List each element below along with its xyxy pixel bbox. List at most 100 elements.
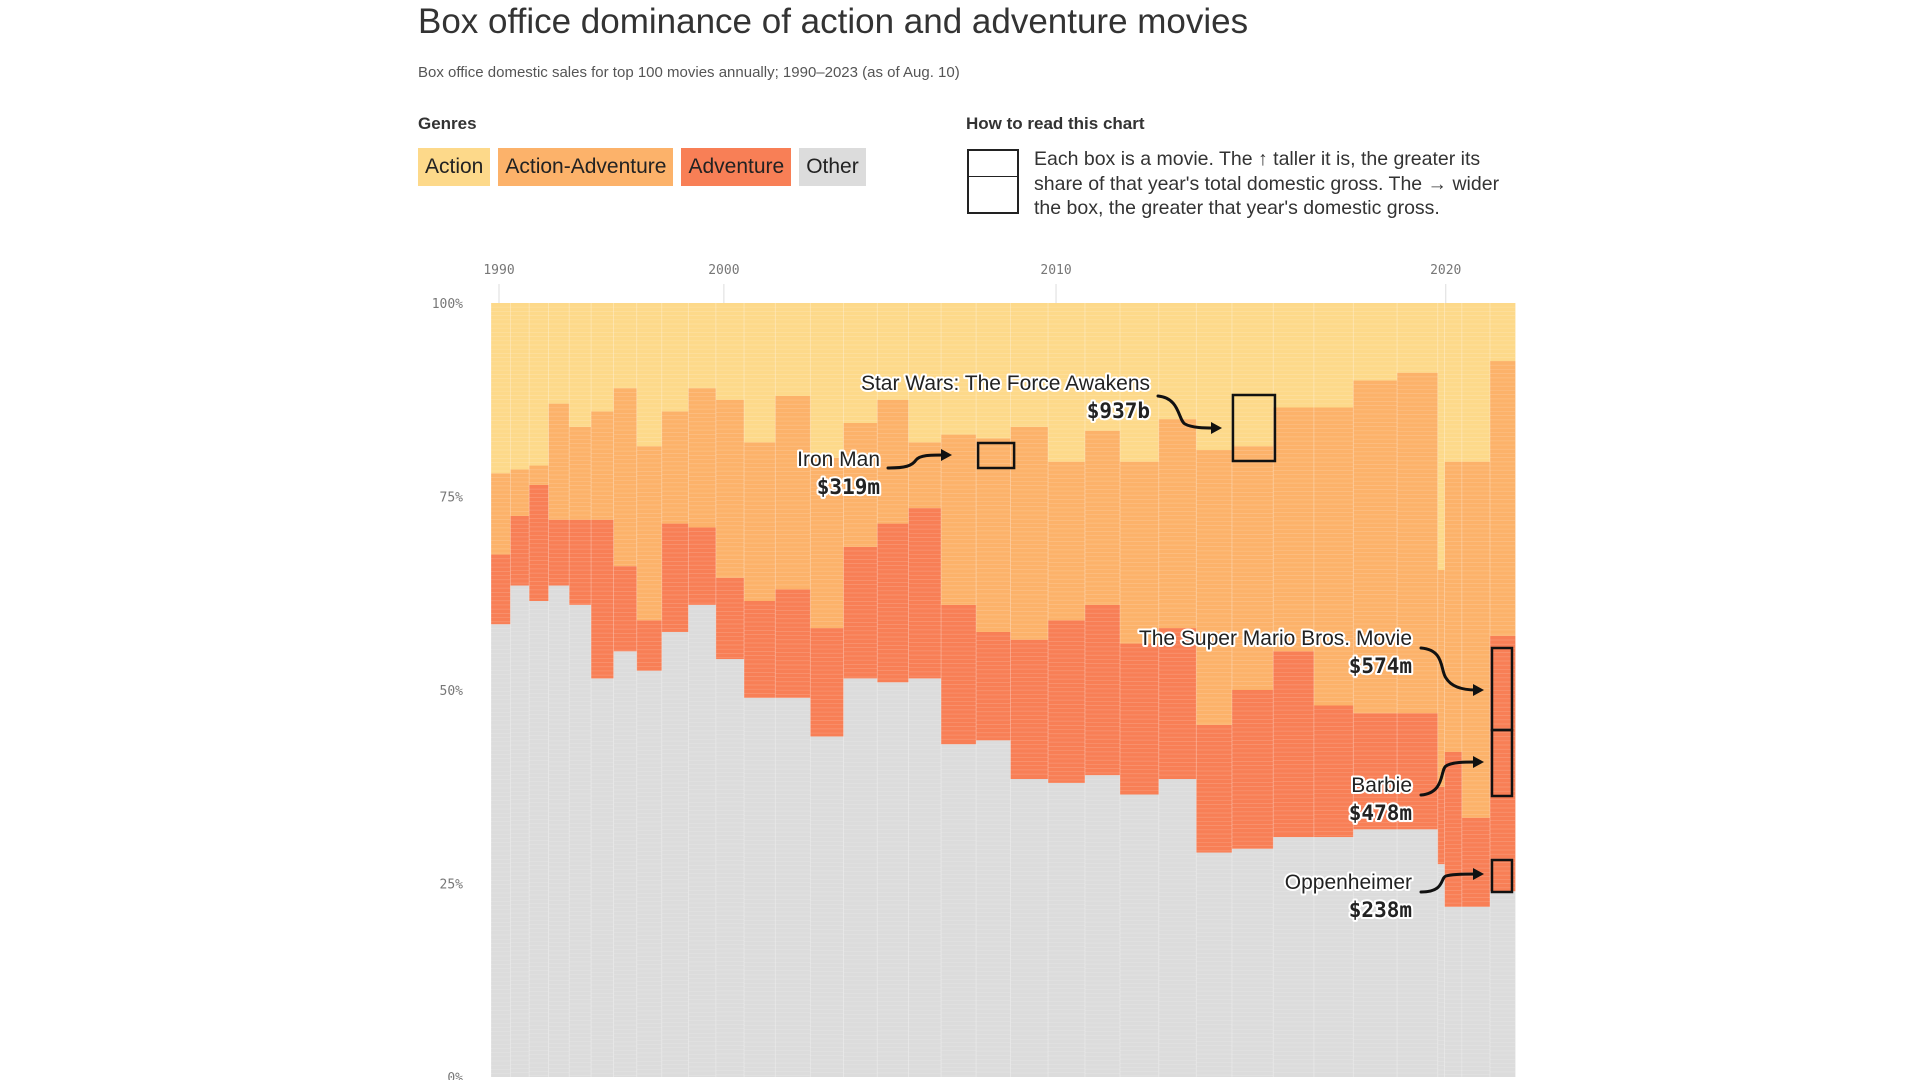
y-tick-label-0: 0% (447, 1071, 463, 1080)
x-tick-label-2020: 2020 (1430, 263, 1461, 278)
bar-2000-action (715, 303, 745, 400)
bar-2000-adventure (715, 577, 745, 660)
bar-2001-adventure (744, 600, 776, 698)
bar-1998-action (661, 303, 689, 412)
bar-2015-action-adventure (1231, 446, 1274, 690)
bar-2002-adventure (775, 589, 811, 698)
bar-2011-adventure (1084, 604, 1121, 776)
bar-1998-action-adventure (661, 411, 689, 524)
bar-2004-adventure (843, 546, 878, 679)
bar-2009-adventure (1010, 639, 1049, 780)
bar-2010-action (1048, 303, 1086, 462)
bar-1993-action (548, 303, 570, 404)
bar-2016-action-adventure (1273, 407, 1315, 652)
bar-2005-action-adventure (877, 399, 909, 524)
bar-2013-action (1158, 303, 1197, 420)
bar-2010-adventure (1048, 620, 1086, 783)
bar-1999-action-adventure (688, 388, 717, 528)
bar-1993-adventure (548, 519, 570, 586)
legend-item-other: Other (799, 148, 866, 186)
y-tick-label-75: 75% (440, 491, 464, 506)
bar-2015-adventure (1231, 690, 1274, 849)
bar-2011-other (1084, 775, 1121, 1077)
bar-1995-other (591, 678, 615, 1077)
bar-2006-action (908, 303, 942, 443)
x-tick-label-2010: 2010 (1040, 263, 1071, 278)
bar-2005-other (877, 682, 909, 1077)
bar-1991-other (510, 585, 530, 1077)
bar-2009-action-adventure (1010, 426, 1049, 640)
bar-2003-other (810, 736, 844, 1077)
bar-2014-adventure (1196, 724, 1233, 853)
bar-1992-action-adventure (529, 465, 549, 485)
bar-2008-action (976, 303, 1011, 439)
bar-1993-action-adventure (548, 403, 570, 520)
bar-1996-other (613, 651, 638, 1077)
bar-2007-adventure (941, 604, 977, 745)
bar-2006-adventure (908, 508, 942, 679)
bar-1996-adventure (613, 566, 638, 652)
bar-2011-action-adventure (1084, 430, 1121, 605)
bar-2009-action (1010, 303, 1049, 427)
bar-1994-adventure (569, 519, 592, 605)
bar-2012-action (1119, 303, 1160, 462)
bar-2016-other (1273, 837, 1315, 1077)
bar-2000-other (715, 659, 745, 1077)
bar-2013-other (1158, 779, 1197, 1077)
bar-2015-other (1231, 848, 1274, 1077)
bar-2007-other (941, 744, 977, 1077)
bar-2012-adventure (1119, 643, 1160, 795)
bar-1998-adventure (661, 523, 689, 632)
bar-2001-action (744, 303, 776, 443)
bar-2007-action (941, 303, 977, 435)
bar-2015-action (1231, 303, 1274, 447)
bar-1997-action (636, 303, 663, 447)
bar-2009-other (1010, 779, 1049, 1077)
bar-1990-other (491, 624, 511, 1077)
bar-1997-action-adventure (636, 446, 663, 621)
bar-2003-adventure (810, 628, 844, 737)
bar-2012-other (1119, 794, 1160, 1077)
bar-2001-action-adventure (744, 442, 776, 601)
bar-1991-adventure (510, 515, 530, 586)
bar-1994-action-adventure (569, 426, 592, 520)
bar-2001-other (744, 697, 776, 1077)
bar-2008-adventure (976, 631, 1011, 741)
bar-2014-action-adventure (1196, 450, 1233, 725)
bar-2010-other (1048, 782, 1086, 1077)
bar-2013-action-adventure (1158, 419, 1197, 629)
bar-1992-adventure (529, 484, 549, 601)
bar-2003-action-adventure (810, 457, 844, 629)
bar-2008-action-adventure (976, 438, 1011, 632)
bar-1996-action (613, 303, 638, 389)
bar-1999-action (688, 303, 717, 389)
chart-title: Box office dominance of action and adven… (418, 2, 1249, 41)
bar-2007-action-adventure (941, 434, 977, 605)
x-tick-label-1990: 1990 (483, 263, 514, 278)
bar-1995-adventure (591, 519, 615, 679)
bar-1997-adventure (636, 620, 663, 671)
bar-1999-other (688, 604, 717, 1077)
chart-subtitle: Box office domestic sales for top 100 mo… (418, 64, 960, 81)
bar-2006-action-adventure (908, 442, 942, 509)
bar-2012-action-adventure (1119, 461, 1160, 644)
y-tick-label-25: 25% (440, 878, 464, 893)
bar-1990-action-adventure (491, 473, 511, 555)
how-to-read-text: Each box is a movie. The ↑ taller it is,… (1034, 148, 1500, 219)
bar-2014-other (1196, 852, 1233, 1077)
bar-2016-adventure (1273, 651, 1315, 838)
y-tick-label-50: 50% (440, 684, 464, 699)
bar-2004-other (843, 678, 878, 1077)
bar-1990-adventure (491, 554, 511, 625)
bar-2004-action (843, 303, 878, 423)
bar-1997-other (636, 670, 663, 1077)
bar-2013-adventure (1158, 628, 1197, 780)
bar-1995-action-adventure (591, 411, 615, 520)
legend-item-adventure: Adventure (681, 148, 792, 186)
bar-1992-other (529, 600, 549, 1077)
bar-2008-other (976, 740, 1011, 1077)
bar-2005-action (877, 303, 909, 400)
bar-2005-adventure (877, 523, 909, 683)
x-tick-label-2000: 2000 (708, 263, 739, 278)
